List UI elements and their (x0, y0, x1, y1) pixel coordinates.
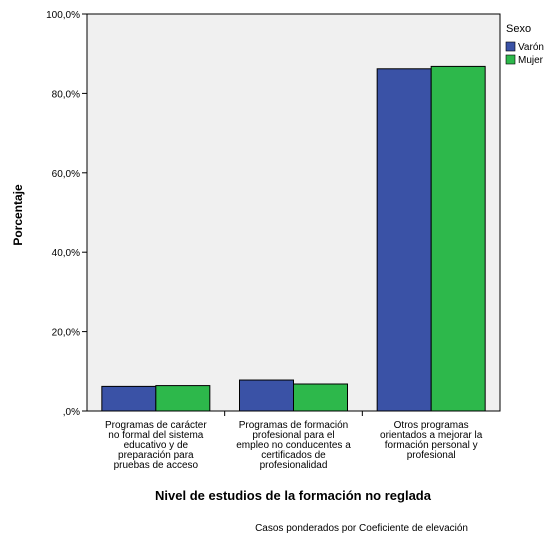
bar-varon (239, 379, 294, 412)
category-label-line: preparación para (118, 450, 194, 461)
bar-mujer (293, 383, 348, 412)
category-label-line: educativo y de (124, 440, 189, 451)
y-tick-label: 40,0% (52, 248, 80, 259)
category-label-line: Programas de formación (239, 420, 349, 431)
y-tick-label: 60,0% (52, 169, 80, 180)
category-label-line: profesionalidad (260, 460, 328, 471)
category-label-line: profesional (407, 450, 456, 461)
category-label-line: certificados de (261, 450, 326, 461)
bar-mujer (155, 385, 211, 412)
category-label-line: orientados a mejorar la (380, 430, 483, 441)
legend: Sexo Varón Mujer (505, 23, 544, 66)
bar-varon (101, 385, 157, 412)
legend-swatch-mujer (505, 54, 516, 65)
legend-label-varon: Varón (518, 42, 544, 53)
bars-group (101, 65, 486, 412)
y-tick-label: 80,0% (52, 89, 80, 100)
legend-label-mujer: Mujer (518, 55, 544, 66)
category-label-line: no formal del sistema (108, 430, 203, 441)
category-label-line: Programas de carácter (105, 420, 207, 431)
y-tick-label: 100,0% (46, 10, 80, 21)
category-label-line: pruebas de acceso (114, 460, 199, 471)
bar-varon (376, 68, 432, 412)
category-label-line: empleo no conducentes a (236, 440, 351, 451)
category-label-line: profesional para el (252, 430, 334, 441)
category-label-line: formación personal y (385, 440, 478, 451)
x-axis-label: Nivel de estudios de la formación no reg… (155, 488, 432, 503)
y-tick-label: ,0% (63, 407, 80, 418)
y-axis: ,0% 20,0% 40,0% 60,0% 80,0% 100,0% (46, 10, 87, 418)
y-axis-label: Porcentaje (11, 184, 25, 246)
category-label-line: Otros programas (394, 420, 469, 431)
legend-swatch-varon (505, 41, 516, 52)
y-tick-label: 20,0% (52, 328, 80, 339)
footnote: Casos ponderados por Coeficiente de elev… (255, 523, 468, 534)
legend-title: Sexo (506, 23, 531, 35)
bar-mujer (430, 65, 486, 412)
